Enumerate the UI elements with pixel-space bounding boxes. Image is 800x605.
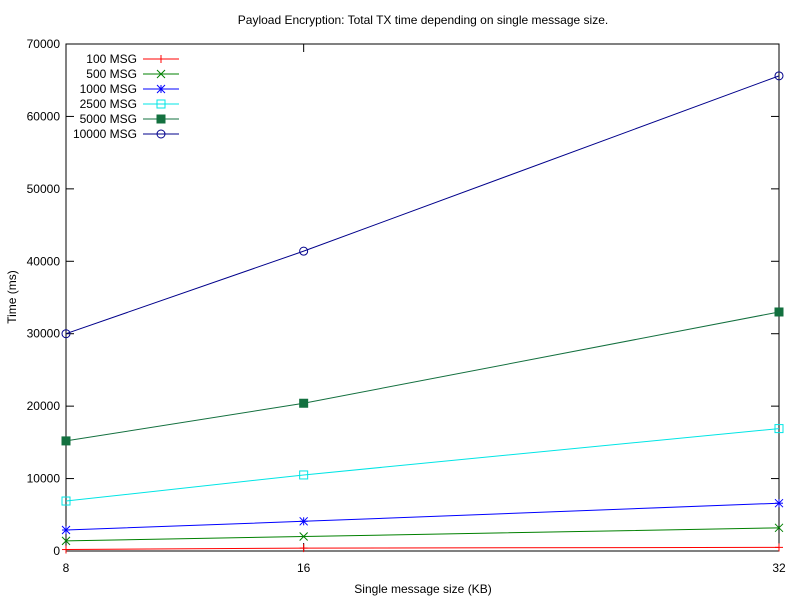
marker-shape	[774, 424, 784, 434]
marker-shape	[61, 496, 71, 506]
y-tick-label: 70000	[27, 37, 61, 51]
x-tick-label: 16	[297, 561, 311, 575]
data-point	[61, 496, 71, 506]
series-line	[65, 527, 780, 542]
legend-item: 10000 MSG	[73, 127, 179, 141]
legend-marker	[156, 69, 166, 79]
legend-label: 1000 MSG	[80, 82, 137, 96]
data-point	[299, 544, 308, 553]
series-100-msg	[62, 543, 783, 554]
data-point	[774, 498, 784, 508]
legend-label: 10000 MSG	[73, 127, 137, 141]
data-point	[61, 436, 71, 446]
marker-shape	[61, 329, 71, 339]
y-tick-label: 10000	[27, 472, 61, 486]
series-1000-msg	[61, 498, 784, 535]
y-tick-label: 30000	[27, 327, 61, 341]
series-line	[65, 311, 780, 442]
legend-marker	[156, 114, 166, 124]
legend-label: 100 MSG	[86, 52, 137, 66]
x-tick-label: 8	[63, 561, 70, 575]
x-tick-label: 32	[772, 561, 786, 575]
data-point	[299, 246, 309, 256]
x-axis-label: Single message size (KB)	[354, 582, 491, 596]
marker-stroke	[774, 523, 784, 533]
legend-marker	[156, 84, 166, 94]
series-line	[65, 546, 780, 551]
marker-shape	[299, 398, 309, 408]
marker-stroke	[61, 536, 71, 546]
y-tick-label: 50000	[27, 182, 61, 196]
y-tick-label: 0	[53, 544, 60, 558]
data-point	[299, 470, 309, 480]
data-point	[774, 307, 784, 317]
chart-title: Payload Encryption: Total TX time depend…	[238, 13, 608, 27]
marker-stroke	[774, 498, 784, 508]
series-line	[65, 502, 780, 531]
y-tick-label: 60000	[27, 109, 61, 123]
legend-label: 2500 MSG	[80, 97, 137, 111]
data-point	[61, 525, 71, 535]
data-point	[775, 543, 783, 552]
marker-shape	[156, 129, 166, 139]
data-point	[61, 329, 71, 339]
data-point	[774, 523, 784, 533]
series-500-msg	[61, 523, 784, 546]
marker-shape	[774, 71, 784, 81]
data-point	[774, 424, 784, 434]
marker-shape	[156, 99, 166, 109]
y-tick-label: 40000	[27, 254, 61, 268]
legend-item: 2500 MSG	[80, 97, 179, 111]
legend-item: 1000 MSG	[80, 82, 179, 96]
data-point	[61, 536, 71, 546]
marker-shape	[156, 114, 166, 124]
legend-item: 500 MSG	[86, 67, 179, 81]
legend-marker	[156, 129, 166, 139]
marker-shape	[774, 307, 784, 317]
y-axis-label: Time (ms)	[5, 270, 19, 324]
marker-stroke	[61, 525, 71, 535]
legend-item: 100 MSG	[86, 52, 179, 66]
data-point	[774, 71, 784, 81]
data-point	[299, 516, 309, 526]
legend-label: 5000 MSG	[80, 112, 137, 126]
legend-item: 5000 MSG	[80, 112, 179, 126]
marker-shape	[61, 436, 71, 446]
data-point	[299, 532, 309, 541]
legend-marker	[157, 55, 165, 63]
marker-stroke	[299, 516, 309, 526]
series-5000-msg	[61, 307, 784, 446]
marker-stroke	[156, 69, 166, 79]
data-point	[299, 398, 309, 408]
data-point	[62, 545, 70, 554]
series-line	[65, 428, 780, 502]
marker-shape	[299, 470, 309, 480]
series-10000-msg	[61, 71, 784, 339]
series-2500-msg	[61, 424, 784, 506]
plot-frame	[65, 43, 780, 552]
y-tick-label: 20000	[27, 399, 61, 413]
marker-stroke	[156, 84, 166, 94]
marker-shape	[299, 246, 309, 256]
legend-label: 500 MSG	[86, 67, 137, 81]
legend-marker	[156, 99, 166, 109]
series-line	[65, 75, 780, 335]
marker-stroke	[299, 532, 309, 541]
